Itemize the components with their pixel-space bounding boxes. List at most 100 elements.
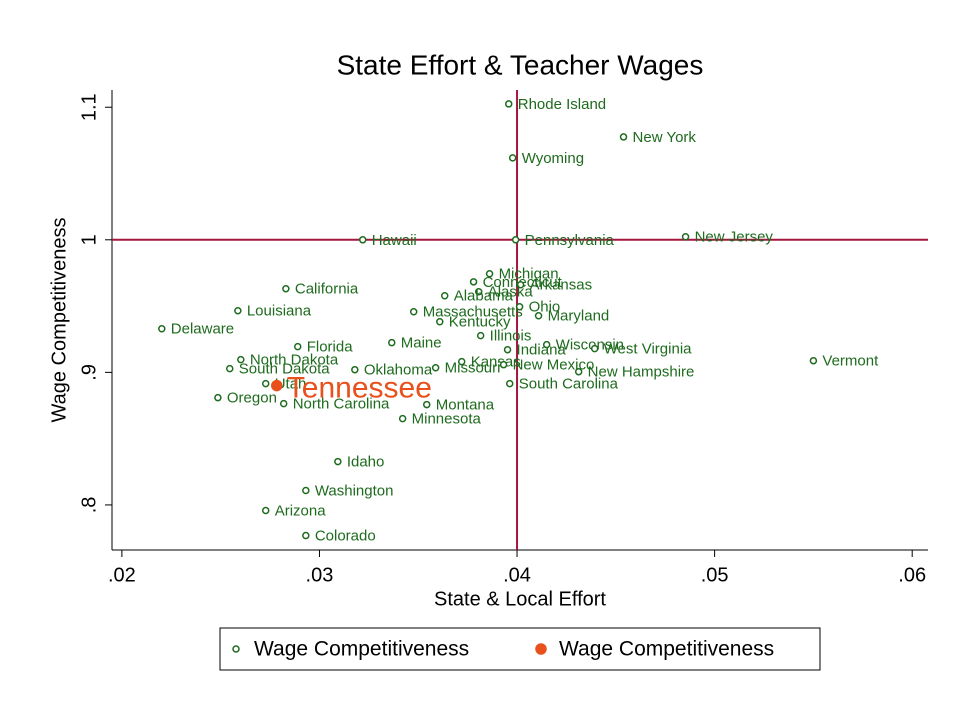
point bbox=[271, 379, 283, 392]
point bbox=[282, 284, 290, 293]
point bbox=[436, 317, 444, 326]
point-label: West Virginia bbox=[604, 341, 692, 358]
point-label: Oklahoma bbox=[364, 362, 433, 379]
y-tick-label: .9 bbox=[78, 364, 100, 381]
point bbox=[574, 367, 583, 376]
point bbox=[261, 506, 270, 515]
point-label: South Carolina bbox=[519, 376, 619, 393]
point bbox=[534, 312, 543, 320]
point bbox=[431, 363, 440, 372]
point-label: California bbox=[295, 281, 359, 298]
point bbox=[302, 531, 310, 540]
point bbox=[457, 357, 466, 366]
point bbox=[358, 236, 367, 244]
point bbox=[158, 324, 166, 333]
point-label: Alabama bbox=[454, 288, 514, 305]
point bbox=[440, 291, 449, 300]
point-label: Pennsylvania bbox=[525, 232, 615, 249]
point-label: Maine bbox=[401, 335, 442, 352]
point bbox=[681, 232, 690, 241]
point bbox=[504, 100, 513, 108]
y-tick-label: 1.1 bbox=[78, 93, 100, 121]
point-label: Arizona bbox=[275, 502, 327, 519]
point-label: Illinois bbox=[490, 328, 532, 345]
point-label: Louisiana bbox=[247, 303, 312, 320]
point-label: Florida bbox=[307, 339, 354, 356]
legend-box bbox=[219, 627, 821, 671]
x-tick-label: .03 bbox=[306, 564, 334, 586]
point-label: Washington bbox=[315, 482, 394, 499]
point-label: New Jersey bbox=[695, 229, 774, 246]
point bbox=[409, 308, 418, 316]
point bbox=[476, 331, 485, 340]
point bbox=[485, 269, 494, 278]
point-label: Kentucky bbox=[449, 314, 511, 331]
point-label: South Dakota bbox=[239, 361, 331, 378]
point-label: Massachusetts bbox=[423, 304, 523, 321]
point-label: New York bbox=[633, 129, 697, 146]
point-label: Rhode Island bbox=[518, 96, 606, 113]
point-label: Kansas bbox=[471, 354, 521, 371]
point-label: Ohio bbox=[529, 299, 561, 316]
point bbox=[508, 154, 517, 162]
point bbox=[334, 457, 342, 466]
point bbox=[422, 400, 431, 409]
point bbox=[505, 379, 514, 388]
point-label: Missouri bbox=[445, 360, 501, 377]
point-label: Alaska bbox=[488, 284, 534, 301]
point bbox=[293, 342, 302, 351]
x-tick-label: .04 bbox=[503, 564, 531, 586]
point bbox=[279, 399, 288, 408]
point bbox=[469, 278, 478, 286]
legend-marker bbox=[535, 643, 547, 655]
point bbox=[542, 340, 551, 349]
point-label: Arkansas bbox=[530, 277, 593, 294]
point bbox=[302, 486, 310, 495]
point-label: Montana bbox=[436, 397, 495, 414]
point-label: Tennessee bbox=[287, 372, 432, 405]
x-axis-label: State & Local Effort bbox=[434, 588, 606, 610]
point-label: North Dakota bbox=[250, 352, 339, 369]
point bbox=[511, 236, 520, 244]
point bbox=[619, 133, 628, 141]
y-axis-label: Wage Competitiveness bbox=[48, 218, 70, 423]
point-label: North Carolina bbox=[293, 396, 390, 413]
point-label: Michigan bbox=[499, 266, 559, 283]
point-label: Wyoming bbox=[522, 150, 584, 167]
point bbox=[474, 288, 483, 296]
point bbox=[214, 393, 222, 402]
point-label: Vermont bbox=[822, 353, 879, 370]
point bbox=[516, 280, 525, 289]
point-label: Indiana bbox=[517, 342, 567, 359]
legend-label: Wage Competitiveness bbox=[559, 638, 774, 661]
point bbox=[388, 338, 396, 347]
point-label: Minnesota bbox=[412, 411, 482, 428]
point-label: Delaware bbox=[171, 321, 234, 338]
point-label: Oregon bbox=[227, 390, 277, 407]
legend-label: Wage Competitiveness bbox=[254, 638, 469, 661]
chart-title: State Effort & Teacher Wages bbox=[337, 49, 704, 80]
x-tick-label: .06 bbox=[898, 564, 926, 586]
x-tick-label: .02 bbox=[108, 564, 136, 586]
legend-marker bbox=[232, 645, 240, 653]
point bbox=[515, 302, 524, 311]
point-label: New Hampshire bbox=[588, 364, 695, 381]
y-tick-label: 1 bbox=[78, 234, 100, 245]
point bbox=[261, 379, 270, 388]
point-label: Colorado bbox=[315, 528, 376, 545]
point bbox=[237, 355, 245, 364]
point bbox=[226, 364, 234, 373]
point-label: Utah bbox=[275, 376, 307, 393]
point-label: Hawaii bbox=[372, 232, 417, 249]
y-tick-label: .8 bbox=[78, 497, 100, 514]
point bbox=[809, 356, 818, 365]
point bbox=[499, 360, 508, 369]
point-label: Idaho bbox=[347, 454, 385, 471]
point bbox=[351, 365, 359, 374]
point bbox=[234, 306, 242, 315]
point-label: Wisconsin bbox=[556, 337, 624, 354]
point bbox=[398, 414, 407, 423]
x-tick-label: .05 bbox=[701, 564, 729, 586]
